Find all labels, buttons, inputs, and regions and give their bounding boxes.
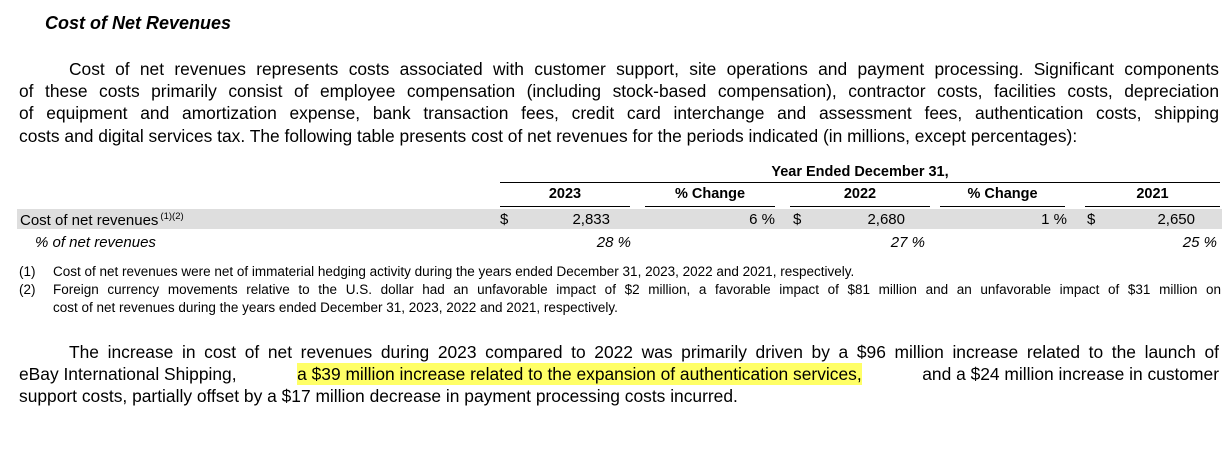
col-header-2022: 2022 bbox=[843, 186, 877, 202]
col-header-change-1: % Change bbox=[674, 186, 746, 202]
change-2023-vs-2022: 6 % bbox=[749, 211, 775, 228]
footnote-2-line-1: Foreign currency movements relative to t… bbox=[53, 282, 1221, 297]
analysis-line-2-end: and a $24 million increase in customer bbox=[917, 364, 1219, 385]
table-top-rule bbox=[500, 182, 1220, 183]
value-2023: 2,833 bbox=[572, 211, 610, 228]
intro-paragraph: Cost of net revenues represents costs as… bbox=[19, 58, 1219, 147]
row-label-text: Cost of net revenues bbox=[20, 212, 159, 229]
col-header-2023: 2023 bbox=[548, 186, 582, 202]
analysis-line-2-start: eBay International Shipping, bbox=[19, 364, 242, 385]
footnote-1-number: (1) bbox=[19, 264, 36, 279]
change-2022-vs-2021: 1 % bbox=[1041, 211, 1067, 228]
intro-line-1: Cost of net revenues represents costs as… bbox=[69, 59, 1219, 79]
col-rule-2023 bbox=[500, 206, 630, 207]
pct-2022: 27 % bbox=[890, 234, 925, 251]
footnote-1-line-1: Cost of net revenues were net of immater… bbox=[53, 264, 855, 279]
col-rule-2021 bbox=[1085, 206, 1220, 207]
currency-symbol-2023: $ bbox=[500, 211, 509, 228]
col-header-change-2: % Change bbox=[967, 186, 1038, 202]
footnotes: (1) Cost of net revenues were net of imm… bbox=[19, 263, 1221, 317]
pct-2021: 25 % bbox=[1182, 234, 1217, 251]
analysis-line-3: support costs, partially offset by a $17… bbox=[19, 386, 738, 407]
cost-table: 2023 % Change 2022 % Change 2021 Cost of… bbox=[0, 182, 1230, 254]
currency-symbol-2022: $ bbox=[793, 211, 802, 228]
intro-line-3: of equipment and amortization expense, b… bbox=[19, 103, 1219, 124]
section-title: Cost of Net Revenues bbox=[45, 13, 232, 33]
footnote-2-line-2: cost of net revenues during the years en… bbox=[53, 300, 618, 315]
analysis-line-2: eBay International Shipping, a $39 milli… bbox=[19, 363, 1219, 386]
pct-2023: 28 % bbox=[596, 234, 631, 251]
highlighted-text: a $39 million increase related to the ex… bbox=[297, 363, 862, 386]
analysis-paragraph: The increase in cost of net revenues dur… bbox=[19, 341, 1219, 408]
col-rule-change-1 bbox=[645, 206, 775, 207]
col-rule-2022 bbox=[790, 206, 930, 207]
col-header-2021: 2021 bbox=[1136, 186, 1169, 202]
value-2021: 2,650 bbox=[1157, 211, 1195, 228]
col-rule-change-2 bbox=[940, 206, 1065, 207]
row-shading bbox=[17, 209, 1222, 229]
value-2022: 2,680 bbox=[867, 211, 905, 228]
footnote-refs: (1)(2) bbox=[160, 211, 184, 222]
row-label-cost-of-net-revenues: Cost of net revenues (1)(2) bbox=[20, 211, 184, 229]
row-label-pct-of-net-revenues: % of net revenues bbox=[35, 234, 156, 251]
footnote-1: (1) Cost of net revenues were net of imm… bbox=[19, 263, 1221, 281]
currency-symbol-2021: $ bbox=[1087, 211, 1096, 228]
intro-line-4: costs and digital services tax. The foll… bbox=[19, 125, 1078, 146]
period-header: Year Ended December 31, bbox=[771, 164, 949, 180]
analysis-line-1: The increase in cost of net revenues dur… bbox=[69, 342, 1219, 362]
footnote-2: (2) Foreign currency movements relative … bbox=[19, 281, 1221, 317]
footnote-2-number: (2) bbox=[19, 282, 36, 297]
intro-line-2: of these costs primarily consist of empl… bbox=[19, 81, 1219, 102]
